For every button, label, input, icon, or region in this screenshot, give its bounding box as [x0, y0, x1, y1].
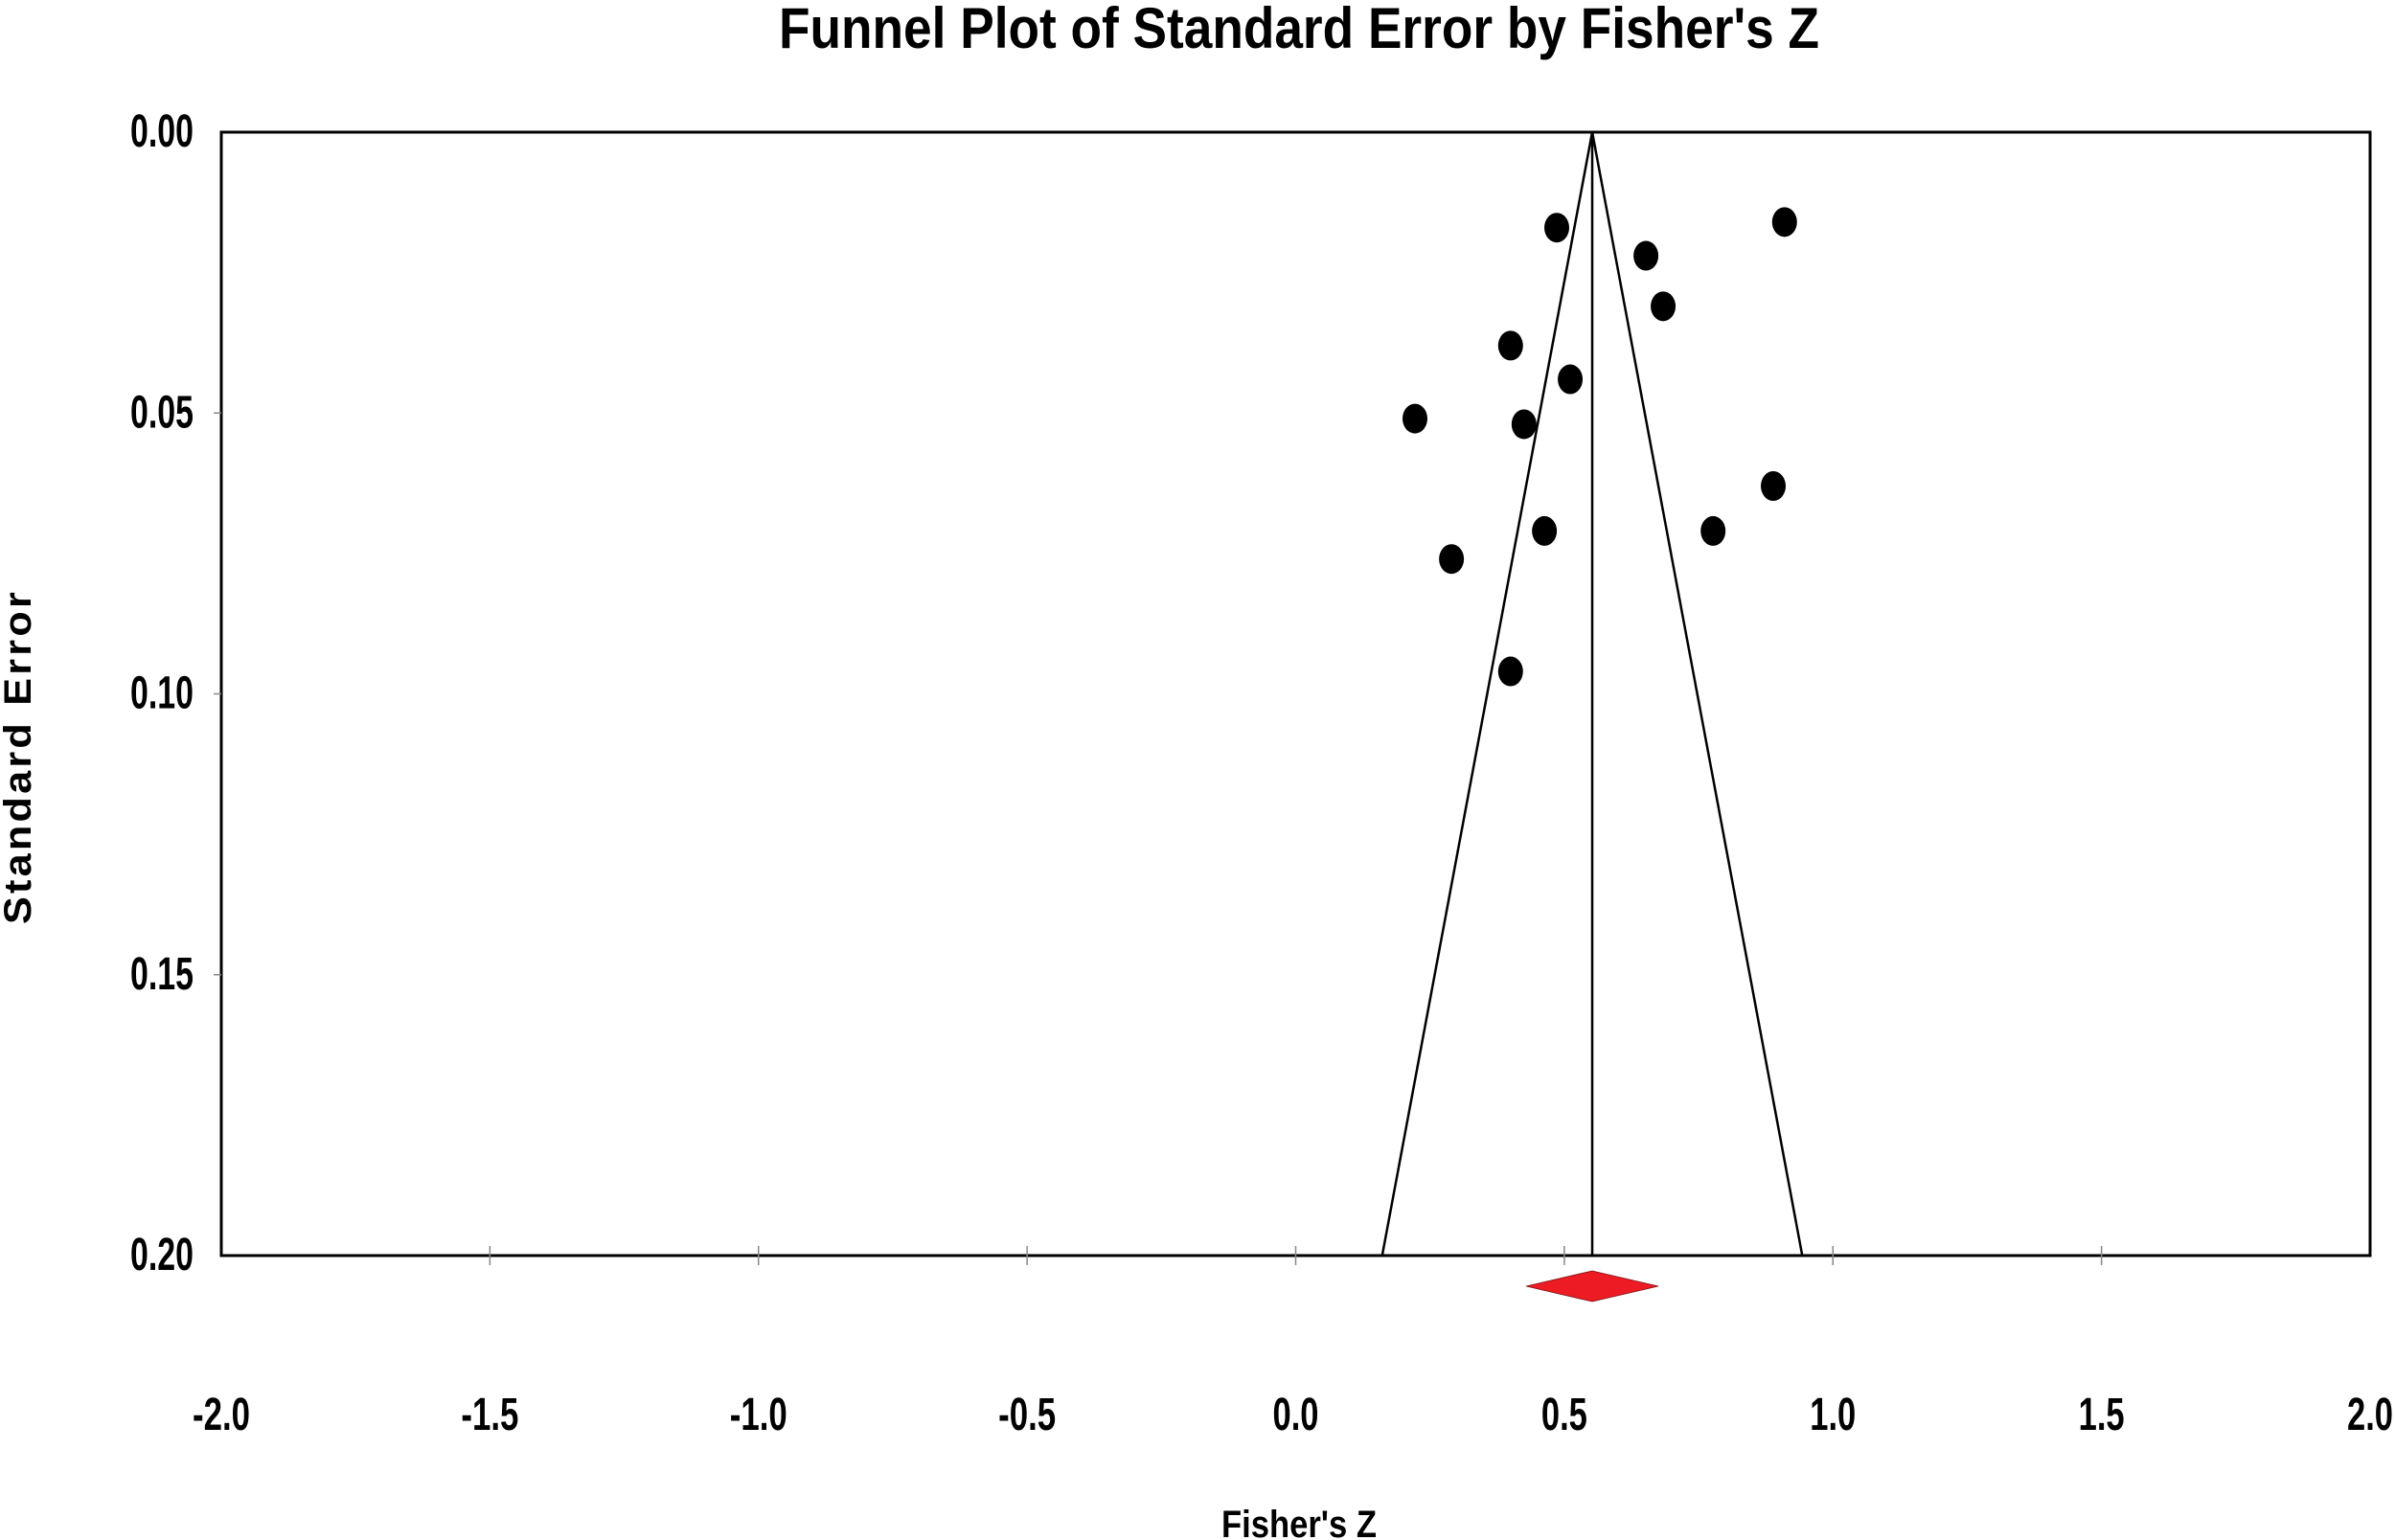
study-point	[1497, 330, 1523, 361]
y-axis-ticks: 0.00 0.05 0.10 0.15 0.20	[130, 106, 221, 1280]
x-tick-label: -1.5	[461, 1390, 518, 1440]
study-point	[1439, 544, 1465, 575]
study-point	[1651, 291, 1676, 322]
chart-title: Funnel Plot of Standard Error by Fisher'…	[779, 0, 1819, 60]
summary-diamond	[1525, 1270, 1659, 1302]
study-point	[1402, 403, 1427, 434]
study-point	[1497, 656, 1523, 687]
study-point	[1633, 240, 1659, 271]
y-tick-label: 0.00	[130, 106, 194, 157]
study-points	[1402, 207, 1797, 687]
funnel-left-line	[1380, 131, 1594, 1257]
x-tick-label: 1.5	[2079, 1390, 2125, 1440]
x-tick-label: 1.0	[1810, 1390, 1856, 1440]
x-tick-label: 0.5	[1541, 1390, 1587, 1440]
y-tick-label: 0.10	[130, 668, 194, 719]
x-tick-label: 0.0	[1273, 1390, 1319, 1440]
x-tick-label: -2.0	[193, 1390, 250, 1440]
plot-area-frame	[219, 130, 2372, 1257]
summary-diamond-shape	[1525, 1270, 1659, 1302]
study-point	[1558, 364, 1584, 395]
y-axis-title: Standard Error	[0, 589, 39, 924]
y-tick-label: 0.05	[130, 387, 194, 438]
study-point	[1532, 515, 1558, 546]
x-tick-label: -1.0	[730, 1390, 787, 1440]
x-tick-label: 2.0	[2347, 1390, 2393, 1440]
study-point	[1761, 470, 1787, 501]
x-tick-label: -0.5	[998, 1390, 1056, 1440]
x-axis-title: Fisher's Z	[1221, 1504, 1377, 1540]
study-point	[1544, 213, 1570, 243]
study-point	[1511, 409, 1537, 440]
funnel-lines	[1380, 131, 1804, 1257]
study-point	[1700, 515, 1726, 546]
x-axis-ticks: -2.0 -1.5 -1.0 -0.5 0.0 0.5 1.0 1.5 2.0	[193, 1246, 2393, 1440]
y-tick-label: 0.20	[130, 1230, 194, 1280]
study-point	[1771, 207, 1797, 238]
funnel-right-line	[1590, 131, 1804, 1257]
y-tick-label: 0.15	[130, 949, 194, 1000]
